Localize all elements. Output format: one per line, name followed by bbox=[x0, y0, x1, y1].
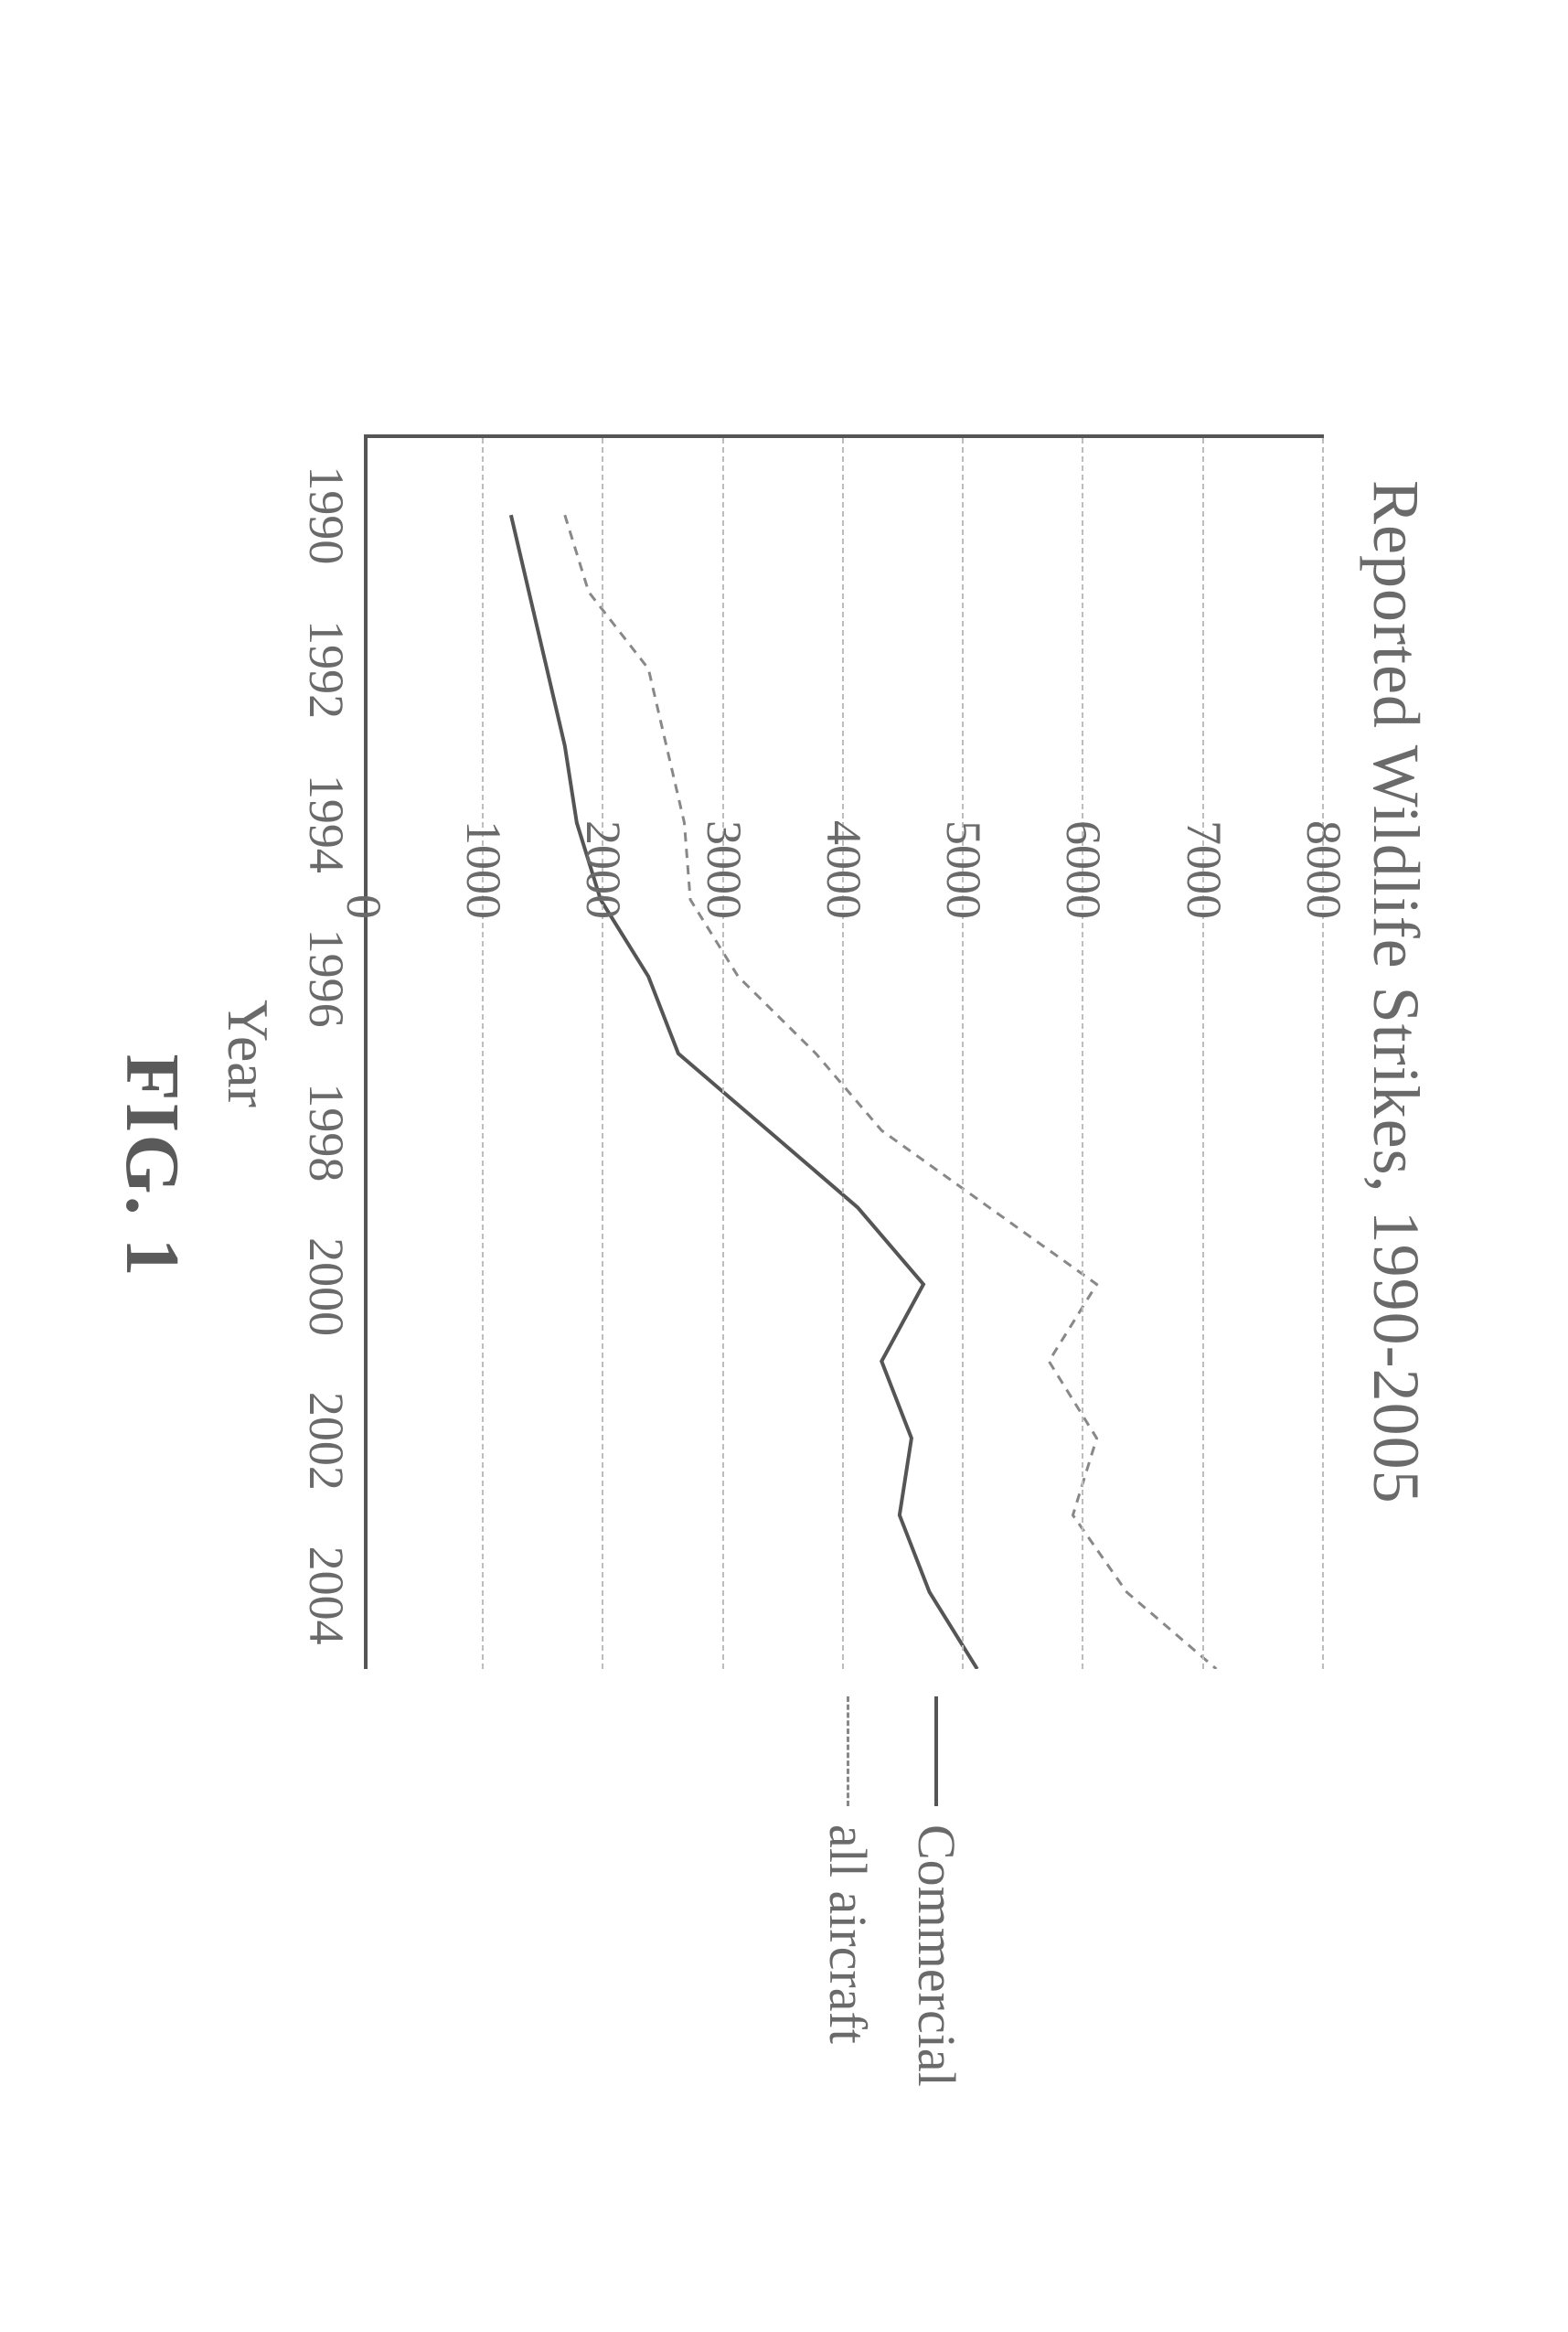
legend: Commercial all aircraft bbox=[790, 1696, 967, 2087]
y-tick-label: 3000 bbox=[695, 736, 752, 919]
y-tick-label: 1000 bbox=[455, 736, 512, 919]
y-tick-label: 6000 bbox=[1055, 736, 1112, 919]
gridline bbox=[1082, 438, 1083, 1669]
gridline bbox=[842, 438, 844, 1669]
legend-item: all aircraft bbox=[817, 1696, 879, 2087]
plot-area: Year 19901992199419961998200020022004 bbox=[364, 434, 1324, 1669]
figure-label: FIG. 1 bbox=[108, 1054, 197, 1278]
gridline bbox=[721, 438, 723, 1669]
series-commercial bbox=[510, 515, 976, 1669]
gridline bbox=[1322, 438, 1324, 1669]
gridline bbox=[1201, 438, 1203, 1669]
x-tick-label: 2000 bbox=[298, 1237, 355, 1336]
x-tick-label: 1990 bbox=[298, 465, 355, 564]
x-tick-label: 1998 bbox=[298, 1083, 355, 1182]
gridline bbox=[962, 438, 964, 1669]
x-tick-label: 2004 bbox=[298, 1546, 355, 1645]
y-tick-label: 4000 bbox=[816, 736, 872, 919]
wildlife-strikes-chart: Reported Wildlife Strikes, 1990-2005 Yea… bbox=[99, 160, 1470, 2172]
x-tick-label: 1992 bbox=[298, 620, 355, 719]
legend-label: Commercial bbox=[906, 1824, 967, 2087]
legend-item: Commercial bbox=[906, 1696, 967, 2087]
y-tick-label: 0 bbox=[336, 736, 392, 919]
gridline bbox=[482, 438, 484, 1669]
y-tick-label: 2000 bbox=[575, 736, 632, 919]
y-tick-label: 5000 bbox=[935, 736, 992, 919]
x-tick-label: 2002 bbox=[298, 1392, 355, 1491]
page: Reported Wildlife Strikes, 1990-2005 Yea… bbox=[0, 0, 1568, 2332]
legend-swatch bbox=[847, 1696, 849, 1806]
y-tick-label: 7000 bbox=[1175, 736, 1232, 919]
y-tick-label: 8000 bbox=[1296, 736, 1352, 919]
series-all-aircraft bbox=[564, 515, 1216, 1669]
rotated-container: Reported Wildlife Strikes, 1990-2005 Yea… bbox=[99, 160, 1470, 2172]
chart-title: Reported Wildlife Strikes, 1990-2005 bbox=[1358, 480, 1434, 1504]
x-tick-label: 1996 bbox=[298, 929, 355, 1028]
gridline bbox=[602, 438, 603, 1669]
legend-label: all aircraft bbox=[817, 1824, 879, 2044]
legend-swatch bbox=[934, 1696, 938, 1806]
x-axis-label: Year bbox=[214, 1000, 282, 1107]
chart-lines bbox=[368, 438, 1324, 1669]
